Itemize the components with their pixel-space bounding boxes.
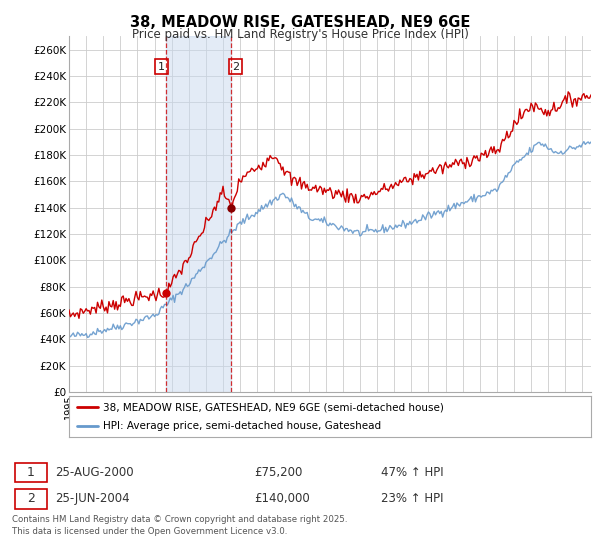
- Text: 1: 1: [27, 465, 35, 479]
- Text: Contains HM Land Registry data © Crown copyright and database right 2025.
This d: Contains HM Land Registry data © Crown c…: [12, 515, 347, 536]
- Text: 2: 2: [232, 62, 239, 72]
- Text: HPI: Average price, semi-detached house, Gateshead: HPI: Average price, semi-detached house,…: [103, 421, 381, 431]
- Text: 25-AUG-2000: 25-AUG-2000: [55, 465, 134, 479]
- Text: 1: 1: [158, 62, 165, 72]
- Text: 47% ↑ HPI: 47% ↑ HPI: [380, 465, 443, 479]
- FancyBboxPatch shape: [15, 489, 47, 508]
- Text: 25-JUN-2004: 25-JUN-2004: [55, 492, 130, 506]
- Bar: [166, 36, 231, 392]
- FancyBboxPatch shape: [15, 463, 47, 482]
- Text: Price paid vs. HM Land Registry's House Price Index (HPI): Price paid vs. HM Land Registry's House …: [131, 28, 469, 41]
- Text: 23% ↑ HPI: 23% ↑ HPI: [380, 492, 443, 506]
- Text: 2: 2: [27, 492, 35, 506]
- Text: 38, MEADOW RISE, GATESHEAD, NE9 6GE (semi-detached house): 38, MEADOW RISE, GATESHEAD, NE9 6GE (sem…: [103, 403, 444, 412]
- Text: £75,200: £75,200: [254, 465, 302, 479]
- Text: £140,000: £140,000: [254, 492, 310, 506]
- Text: 38, MEADOW RISE, GATESHEAD, NE9 6GE: 38, MEADOW RISE, GATESHEAD, NE9 6GE: [130, 15, 470, 30]
